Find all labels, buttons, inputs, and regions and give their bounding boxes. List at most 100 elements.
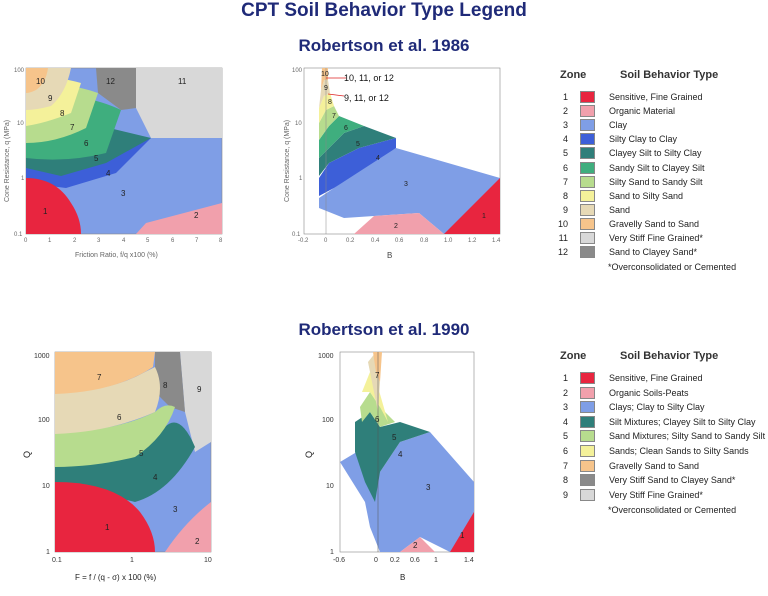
legend-swatch bbox=[580, 203, 595, 216]
y-tick: 10 bbox=[42, 483, 50, 490]
x-tick: 10 bbox=[204, 557, 212, 564]
x-tick: 0.2 bbox=[390, 557, 400, 564]
zone-label: 11 bbox=[178, 77, 187, 86]
legend-row: 4 Silty Clay to Clay bbox=[554, 133, 677, 146]
zone-label: 6 bbox=[84, 139, 89, 148]
legend-swatch bbox=[580, 175, 595, 188]
legend-label: Gravelly Sand to Sand bbox=[609, 218, 700, 229]
legend-row: 2 Organic Material bbox=[554, 105, 676, 118]
legend-row: 1 Sensitive, Fine Grained bbox=[554, 372, 703, 384]
zone-5-region bbox=[55, 405, 175, 467]
legend-zone-number: 1 bbox=[562, 373, 568, 383]
legend-zone-number: 6 bbox=[562, 162, 568, 173]
section-title-1990: Robertson et al. 1990 bbox=[298, 320, 470, 339]
legend-zone-number: 10 bbox=[557, 218, 568, 229]
zone-8-region bbox=[155, 352, 185, 412]
legend-swatch bbox=[580, 217, 595, 230]
zone-label: 3 bbox=[173, 505, 178, 514]
legend-row: 10 Gravelly Sand to Sand bbox=[554, 217, 700, 230]
legend-row: 6 Sandy Silt to Clayey Silt bbox=[554, 161, 705, 174]
zone-12-region bbox=[96, 68, 136, 110]
legend-row: 12 Sand to Clayey Sand* bbox=[554, 246, 698, 259]
zone-label: 5 bbox=[356, 141, 360, 148]
x-tick: 7 bbox=[195, 238, 199, 244]
x-axis-label: B bbox=[387, 251, 392, 260]
annotation-zone-10-11-12: 10, 11, or 12 bbox=[344, 73, 394, 83]
zone-label: 6 bbox=[375, 415, 380, 424]
legend-swatch bbox=[580, 105, 595, 118]
x-tick: 5 bbox=[146, 238, 150, 244]
x-tick: 1 bbox=[434, 557, 438, 564]
legend-row: 8 Sand to Silty Sand bbox=[554, 189, 684, 202]
y-tick: 1 bbox=[330, 549, 334, 556]
legend-swatch bbox=[580, 386, 595, 399]
zone-9-region bbox=[319, 80, 330, 108]
legend-label: Sand bbox=[609, 204, 631, 215]
legend-swatch bbox=[580, 246, 595, 259]
zone-8-region bbox=[319, 93, 334, 123]
legend-swatch bbox=[580, 161, 595, 174]
legend-label: Organic Material bbox=[609, 106, 676, 117]
x-tick: 0.4 bbox=[371, 238, 380, 244]
zone-11-region bbox=[136, 68, 222, 138]
zone-6-region bbox=[319, 116, 364, 158]
zone-label: 2 bbox=[413, 541, 418, 550]
y-axis-label: Q bbox=[304, 451, 314, 458]
legend-swatch bbox=[580, 372, 595, 384]
legend-label: Clay bbox=[609, 120, 628, 131]
legend-swatch bbox=[580, 488, 595, 501]
y-tick: 1 bbox=[299, 176, 303, 182]
zone-6-region bbox=[55, 367, 160, 434]
x-tick: -0.2 bbox=[298, 238, 309, 244]
zone-label: 9 bbox=[324, 85, 328, 92]
x-tick: 2 bbox=[73, 238, 77, 244]
zone-label: 1 bbox=[43, 207, 48, 216]
zone-label: 1 bbox=[482, 213, 486, 220]
legend-label: Very Stiff Sand to Clayey Sand* bbox=[609, 475, 736, 486]
legend-label: Silt Mixtures; Clayey Silt to Silty Clay bbox=[609, 416, 756, 427]
legend-footnote: *Overconsolidated or Cemented bbox=[608, 505, 737, 516]
legend-label: Sand to Silty Sand bbox=[609, 190, 684, 201]
legend-swatch bbox=[580, 445, 595, 457]
legend-zone-number: 12 bbox=[557, 247, 568, 258]
legend-zone-number: 2 bbox=[562, 387, 568, 398]
y-tick: 10 bbox=[326, 483, 334, 490]
x-tick: 0.8 bbox=[420, 238, 429, 244]
legend-row: 1 Sensitive, Fine Grained bbox=[554, 91, 703, 103]
zone-9-region bbox=[180, 352, 211, 452]
x-tick: 0.2 bbox=[346, 238, 355, 244]
y-tick: 1000 bbox=[318, 353, 334, 360]
zone-label: 8 bbox=[163, 381, 168, 390]
legend-swatch bbox=[580, 147, 595, 160]
legend-swatch bbox=[580, 401, 595, 414]
x-tick: 1 bbox=[48, 238, 52, 244]
legend-zone-number: 9 bbox=[562, 204, 568, 215]
legend-zone-number: 7 bbox=[562, 460, 568, 471]
zone-2-region bbox=[136, 203, 222, 234]
x-tick: 1.0 bbox=[444, 238, 453, 244]
legend-zone-header: Zone bbox=[560, 350, 587, 362]
legend-row: 7 Gravelly Sand to Sand bbox=[554, 459, 699, 472]
legend-row: 6 Sands; Clean Sands to Silty Sands bbox=[554, 445, 749, 457]
y-tick: 10 bbox=[295, 121, 302, 127]
legend-label: Sensitive, Fine Grained bbox=[609, 92, 703, 102]
zone-label: 5 bbox=[94, 154, 99, 163]
x-tick: 1 bbox=[130, 557, 134, 564]
zone-label: 6 bbox=[344, 125, 348, 132]
legend-label: Clays; Clay to Silty Clay bbox=[609, 402, 705, 413]
legend-row: 9 Sand bbox=[554, 203, 631, 216]
zone-label: 6 bbox=[117, 413, 122, 422]
legend-zone-number: 11 bbox=[558, 233, 568, 243]
legend-row: 3 Clays; Clay to Silty Clay bbox=[554, 401, 705, 414]
legend-zone-header: Zone bbox=[560, 69, 587, 81]
legend-row: 3 Clay bbox=[554, 119, 628, 132]
zone-1-region bbox=[26, 178, 81, 234]
x-tick: 0.6 bbox=[395, 238, 404, 244]
zone-label: 4 bbox=[153, 473, 158, 482]
legend-label: Sand to Clayey Sand* bbox=[609, 247, 698, 258]
legend-swatch bbox=[580, 459, 595, 472]
y-tick: 100 bbox=[322, 417, 334, 424]
zone-1-region bbox=[450, 512, 474, 552]
zone-7-region bbox=[373, 352, 382, 382]
x-tick: 0.6 bbox=[410, 557, 420, 564]
